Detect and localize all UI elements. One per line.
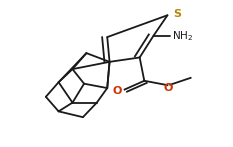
Text: O: O [163, 83, 173, 93]
Text: O: O [113, 86, 122, 96]
Text: S: S [173, 9, 181, 19]
Text: NH$_2$: NH$_2$ [172, 29, 193, 42]
